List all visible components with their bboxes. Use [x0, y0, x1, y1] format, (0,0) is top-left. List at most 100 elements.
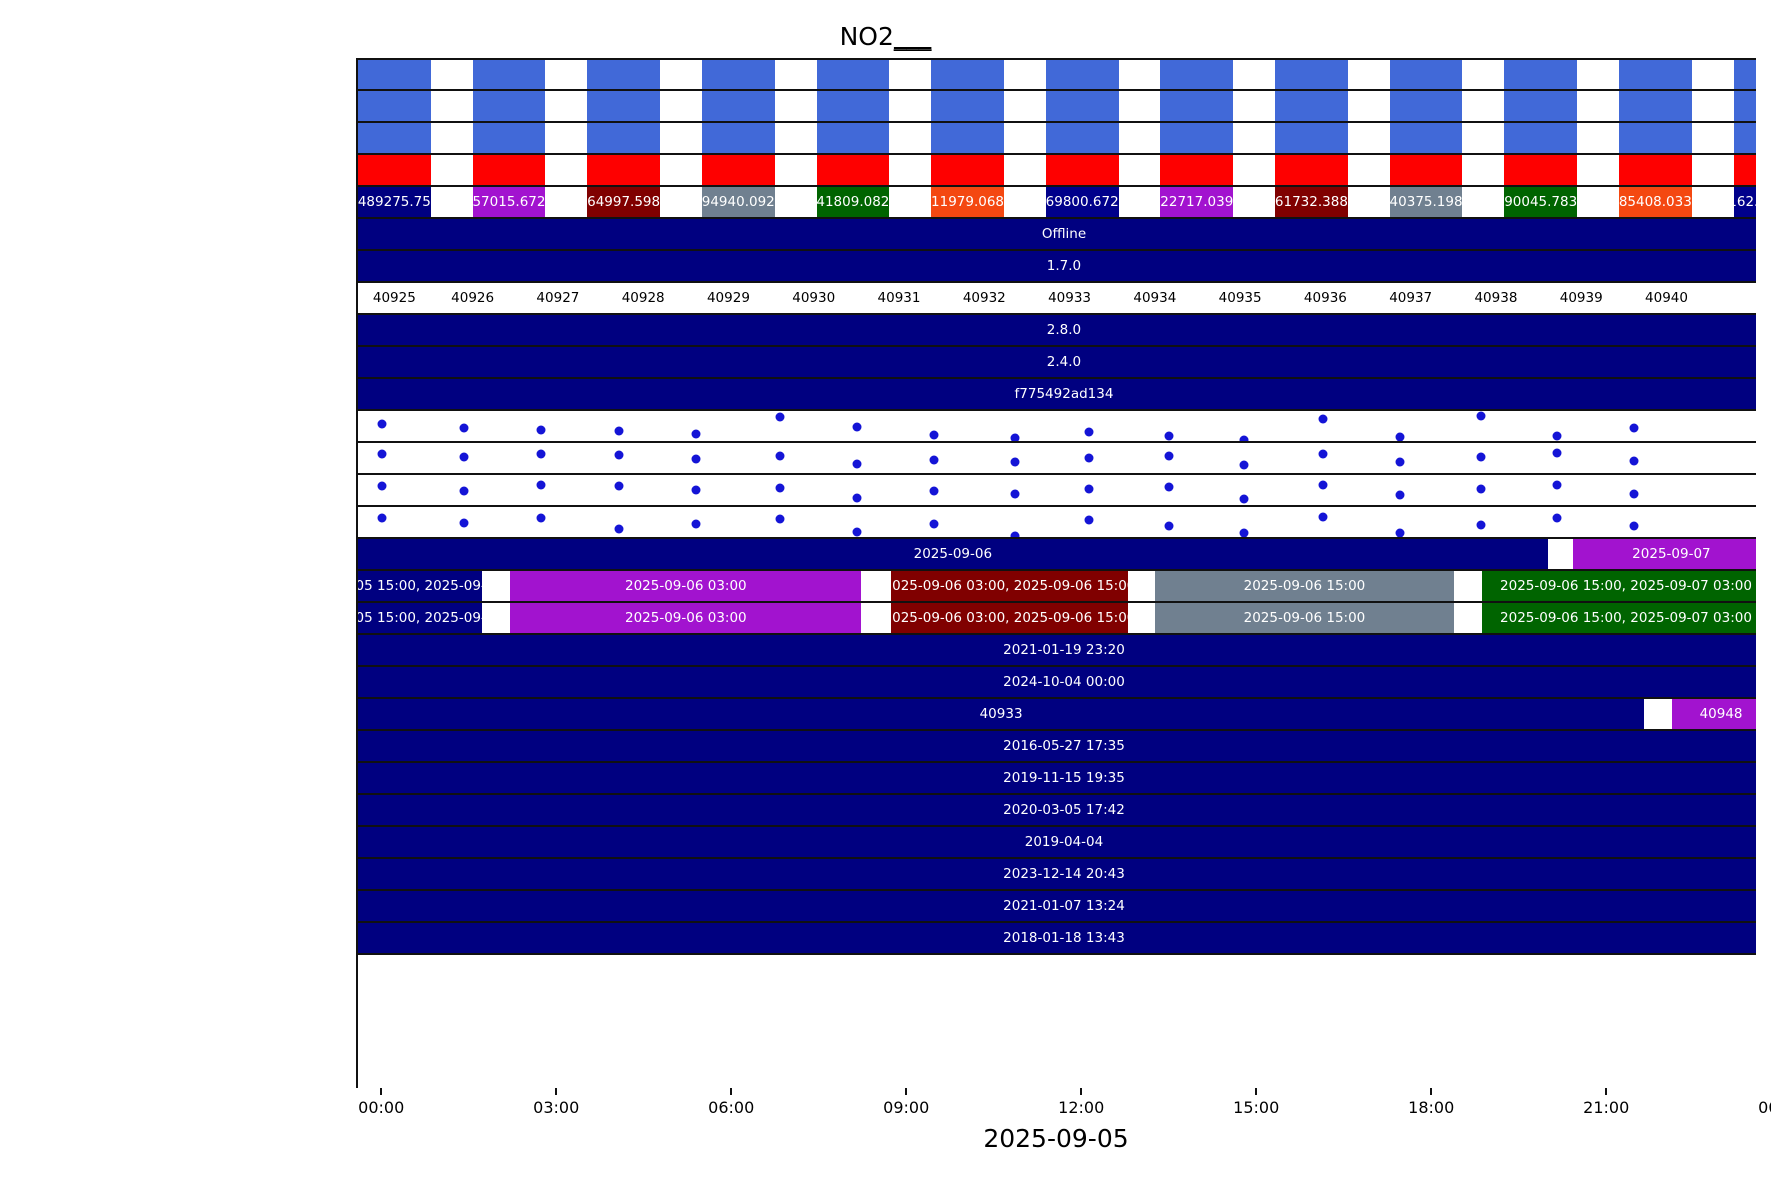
- timeline-row: processor version2.8.0: [358, 315, 1756, 347]
- timeline-row: σ time per pixel: [358, 507, 1756, 539]
- timeline-segment: 40940: [1630, 283, 1703, 313]
- x-tick-label: 21:00: [1583, 1098, 1630, 1117]
- chart-title-suffix: ___: [893, 22, 932, 51]
- data-point: [1395, 528, 1404, 537]
- timeline-segment: [358, 155, 431, 185]
- data-point: [614, 450, 624, 460]
- timeline-row: AUX O3 M2021-01-19 23:20: [358, 635, 1756, 667]
- data-point: [1318, 512, 1328, 522]
- x-tick-label: 15:00: [1233, 1098, 1280, 1117]
- data-point: [775, 412, 785, 422]
- data-point: [775, 483, 785, 493]
- timeline-segment: [587, 91, 660, 121]
- timeline-segment: 541809.0820: [816, 187, 890, 217]
- x-tick-label: 03:00: [533, 1098, 580, 1117]
- timeline-segment: 290045.7832: [1504, 187, 1578, 217]
- timeline-segment: 40925: [358, 283, 431, 313]
- timeline-segment: [472, 123, 546, 153]
- timeline-segment: [701, 123, 775, 153]
- timeline-row: processing (s): [358, 443, 1756, 475]
- data-point: [459, 486, 469, 496]
- timeline-segment: 40928: [606, 283, 680, 313]
- x-tick-label: 09:00: [883, 1098, 930, 1117]
- timeline-row: AUX MET 2D2025-09-05 15:00, 2025-09-06 0…: [358, 571, 1756, 603]
- data-point: [852, 493, 862, 503]
- data-point: [1318, 414, 1328, 424]
- timeline-segment: [1618, 155, 1692, 185]
- timeline-segment: [931, 123, 1004, 153]
- timeline-segment: 1.7.0: [358, 251, 1756, 281]
- timeline-segment: 40938: [1459, 283, 1533, 313]
- timeline-row: Status NISE: [358, 155, 1756, 187]
- data-point: [1318, 480, 1328, 490]
- timeline-row: REF SOLAR2021-01-07 13:24: [358, 891, 1756, 923]
- timeline-segment: [1733, 91, 1756, 121]
- data-point: [1010, 489, 1020, 499]
- data-point: [1084, 515, 1094, 525]
- timeline-segment: 2025-09-06 03:00: [510, 603, 862, 633]
- timeline-segment: 40936: [1289, 283, 1362, 313]
- data-point: [1552, 480, 1562, 490]
- timeline-row: initialization (s): [358, 411, 1756, 443]
- data-point: [1552, 448, 1562, 458]
- timeline-segment: 2025-09-06 15:00: [1154, 571, 1455, 601]
- timeline-segment: [1618, 123, 1692, 153]
- timeline-row: REF LER2023-12-14 20:43: [358, 859, 1756, 891]
- timeline-row: time per pixel: [358, 475, 1756, 507]
- data-point: [1010, 531, 1020, 537]
- data-point: [929, 486, 939, 496]
- timeline-segment: Offline: [358, 219, 1756, 249]
- data-point: [1629, 489, 1639, 499]
- timeline-segment: 40926: [436, 283, 509, 313]
- timeline-segment: [1733, 60, 1756, 89]
- data-point: [852, 527, 862, 537]
- timeline-segment: [472, 155, 546, 185]
- data-point: [775, 451, 785, 461]
- timeline-segment: [701, 60, 775, 89]
- data-point: [536, 449, 546, 459]
- data-point: [1084, 453, 1094, 463]
- timeline-segment: 2025-09-07: [1572, 539, 1756, 569]
- timeline-segment: [1504, 155, 1578, 185]
- timeline-segment: 40927: [521, 283, 595, 313]
- data-point: [614, 481, 624, 491]
- timeline-segment: [1275, 60, 1348, 89]
- timeline-segment: f775492ad134: [358, 379, 1756, 409]
- timeline-segment: [1045, 155, 1119, 185]
- timeline-row: LUT NO2AMF2016-05-27 17:35: [358, 731, 1756, 763]
- data-point: [1476, 411, 1486, 421]
- timeline-row: algorithm version1.7.0: [358, 251, 1756, 283]
- timeline-segment: 40939: [1544, 283, 1618, 313]
- x-tick-label: 00:00: [358, 1098, 405, 1117]
- timeline-segment: [472, 91, 546, 121]
- data-point: [377, 449, 387, 459]
- data-point: [852, 459, 862, 469]
- data-point: [1084, 484, 1094, 494]
- timeline-segment: 40933: [1033, 283, 1106, 313]
- timeline-row: LUT NO2CLD2019-11-15 19:35: [358, 763, 1756, 795]
- timeline-row: processing status: [358, 58, 1756, 91]
- timeline-row: Status MET 2D: [358, 123, 1756, 155]
- timeline-segment: [1618, 60, 1692, 89]
- data-point: [1164, 431, 1174, 441]
- data-point: [377, 481, 387, 491]
- data-point: [536, 480, 546, 490]
- data-point: [1239, 460, 1249, 470]
- data-point: [1395, 432, 1404, 441]
- data-point: [1395, 457, 1404, 467]
- timeline-segment: 40930: [777, 283, 851, 313]
- timeline-segment: [816, 155, 890, 185]
- data-point: [536, 425, 546, 435]
- timeline-segment: 40931: [862, 283, 936, 313]
- timeline-segment: 40932: [947, 283, 1021, 313]
- data-point: [1395, 490, 1404, 500]
- data-point: [377, 513, 387, 523]
- x-tick: [730, 1088, 733, 1095]
- data-point: [691, 485, 701, 495]
- data-point: [1239, 528, 1249, 537]
- data-point: [929, 455, 939, 465]
- x-tick-label: 06:00: [708, 1098, 755, 1117]
